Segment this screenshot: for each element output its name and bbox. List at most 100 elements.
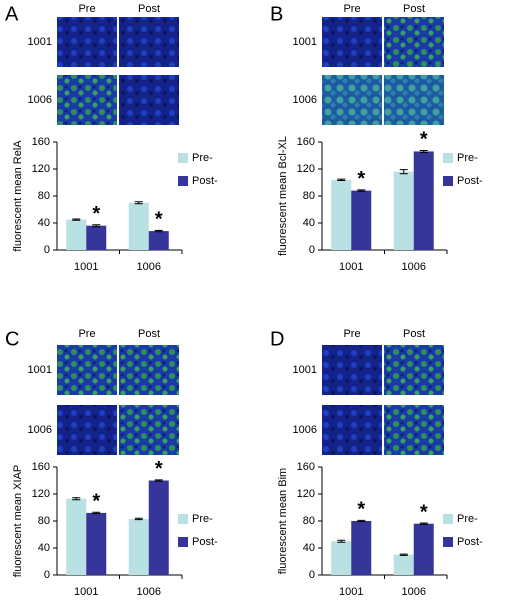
legend-swatch xyxy=(443,514,453,524)
y-tick-label: 0 xyxy=(44,244,50,256)
panel-letter: B xyxy=(270,3,283,25)
micrograph xyxy=(322,75,382,125)
x-tick-label: 1001 xyxy=(74,586,98,598)
y-axis-label: fluorescent mean RelA xyxy=(12,140,24,252)
legend-label: Pre- xyxy=(457,513,478,525)
y-tick-label: 80 xyxy=(303,515,315,527)
image-row-label: 1001 xyxy=(293,364,317,376)
micrograph xyxy=(384,405,444,455)
y-tick-label: 120 xyxy=(297,163,315,175)
x-tick-label: 1001 xyxy=(339,586,363,598)
micrograph xyxy=(57,75,117,125)
legend-label: Pre- xyxy=(192,513,213,525)
bar xyxy=(413,523,434,575)
y-tick-label: 80 xyxy=(38,190,50,202)
error-bar xyxy=(337,539,346,543)
x-tick-label: 1006 xyxy=(137,261,161,273)
y-tick-label: 160 xyxy=(32,461,50,473)
micrograph xyxy=(384,75,444,125)
panel: B Pre Post 1001 1006 0 40 80 120 160 fluorescent m… xyxy=(270,3,483,273)
x-tick-label: 1006 xyxy=(137,586,161,598)
error-bar xyxy=(337,178,346,181)
micrograph xyxy=(57,345,117,395)
y-tick-label: 120 xyxy=(32,488,50,500)
image-column-label: Post xyxy=(138,3,160,15)
bar xyxy=(128,518,149,575)
error-bar xyxy=(357,189,366,192)
error-bar xyxy=(134,201,143,205)
y-tick-label: 80 xyxy=(38,515,50,527)
bar xyxy=(86,512,107,575)
micrograph xyxy=(322,405,382,455)
bar xyxy=(128,202,149,250)
bar xyxy=(413,151,434,250)
legend-label: Pre- xyxy=(192,152,213,164)
bar xyxy=(66,219,87,250)
y-tick-label: 0 xyxy=(44,569,50,581)
micrograph xyxy=(57,405,117,455)
y-axis-label: fluorescent mean Bcl-XL xyxy=(277,136,289,256)
legend-swatch xyxy=(443,153,453,163)
micrograph xyxy=(322,345,382,395)
x-tick-label: 1006 xyxy=(402,586,426,598)
micrograph xyxy=(119,75,179,125)
image-row-label: 1006 xyxy=(28,424,52,436)
significance-mark: * xyxy=(92,491,100,513)
image-column-label: Pre xyxy=(78,3,95,15)
y-tick-label: 40 xyxy=(38,217,50,229)
significance-mark: * xyxy=(420,129,428,151)
error-bar xyxy=(72,497,81,501)
y-axis-label: fluorescent mean XIAP xyxy=(12,465,24,578)
x-tick-label: 1001 xyxy=(74,261,98,273)
bar xyxy=(148,480,169,575)
significance-mark: * xyxy=(155,209,163,231)
legend-swatch xyxy=(178,176,188,186)
micrograph xyxy=(119,405,179,455)
error-bar xyxy=(154,479,163,482)
y-tick-label: 40 xyxy=(38,542,50,554)
bar xyxy=(393,171,414,250)
y-axis-label: fluorescent mean Bim xyxy=(277,468,289,574)
y-tick-label: 0 xyxy=(309,244,315,256)
image-column-label: Post xyxy=(138,328,160,340)
image-column-label: Post xyxy=(403,328,425,340)
image-column-label: Pre xyxy=(78,328,95,340)
panel-letter: A xyxy=(5,3,19,25)
x-tick-label: 1006 xyxy=(402,261,426,273)
error-bar xyxy=(357,519,366,523)
legend-swatch xyxy=(178,153,188,163)
image-row-label: 1001 xyxy=(28,36,52,48)
panel-letter: C xyxy=(5,328,19,350)
bar xyxy=(148,231,169,250)
y-tick-label: 120 xyxy=(297,488,315,500)
panel: C Pre Post 1001 1006 0 40 80 120 160 fluorescent m… xyxy=(5,328,218,598)
panel: D Pre Post 1001 1006 0 40 80 120 160 fluorescent m… xyxy=(270,328,483,598)
image-row-label: 1001 xyxy=(293,36,317,48)
error-bar xyxy=(399,553,408,556)
error-bar xyxy=(419,522,428,525)
significance-mark: * xyxy=(420,501,428,523)
legend-label: Post- xyxy=(457,536,483,548)
image-column-label: Pre xyxy=(343,328,360,340)
legend-label: Pre- xyxy=(457,152,478,164)
micrograph xyxy=(384,17,444,67)
legend-swatch xyxy=(443,176,453,186)
panel: A Pre Post 1001 1006 0 40 80 120 160 fluorescent m… xyxy=(5,3,218,273)
bar xyxy=(86,225,107,250)
bar xyxy=(351,190,372,250)
error-bar xyxy=(134,517,143,521)
y-tick-label: 40 xyxy=(303,542,315,554)
bar xyxy=(351,521,372,575)
image-row-label: 1001 xyxy=(28,364,52,376)
image-column-label: Pre xyxy=(343,3,360,15)
bar xyxy=(66,498,87,575)
significance-mark: * xyxy=(357,499,365,521)
y-tick-label: 40 xyxy=(303,217,315,229)
y-tick-label: 80 xyxy=(303,190,315,202)
y-tick-label: 160 xyxy=(32,136,50,148)
error-bar xyxy=(92,511,101,515)
bar xyxy=(393,554,414,575)
legend-label: Post- xyxy=(457,175,483,187)
